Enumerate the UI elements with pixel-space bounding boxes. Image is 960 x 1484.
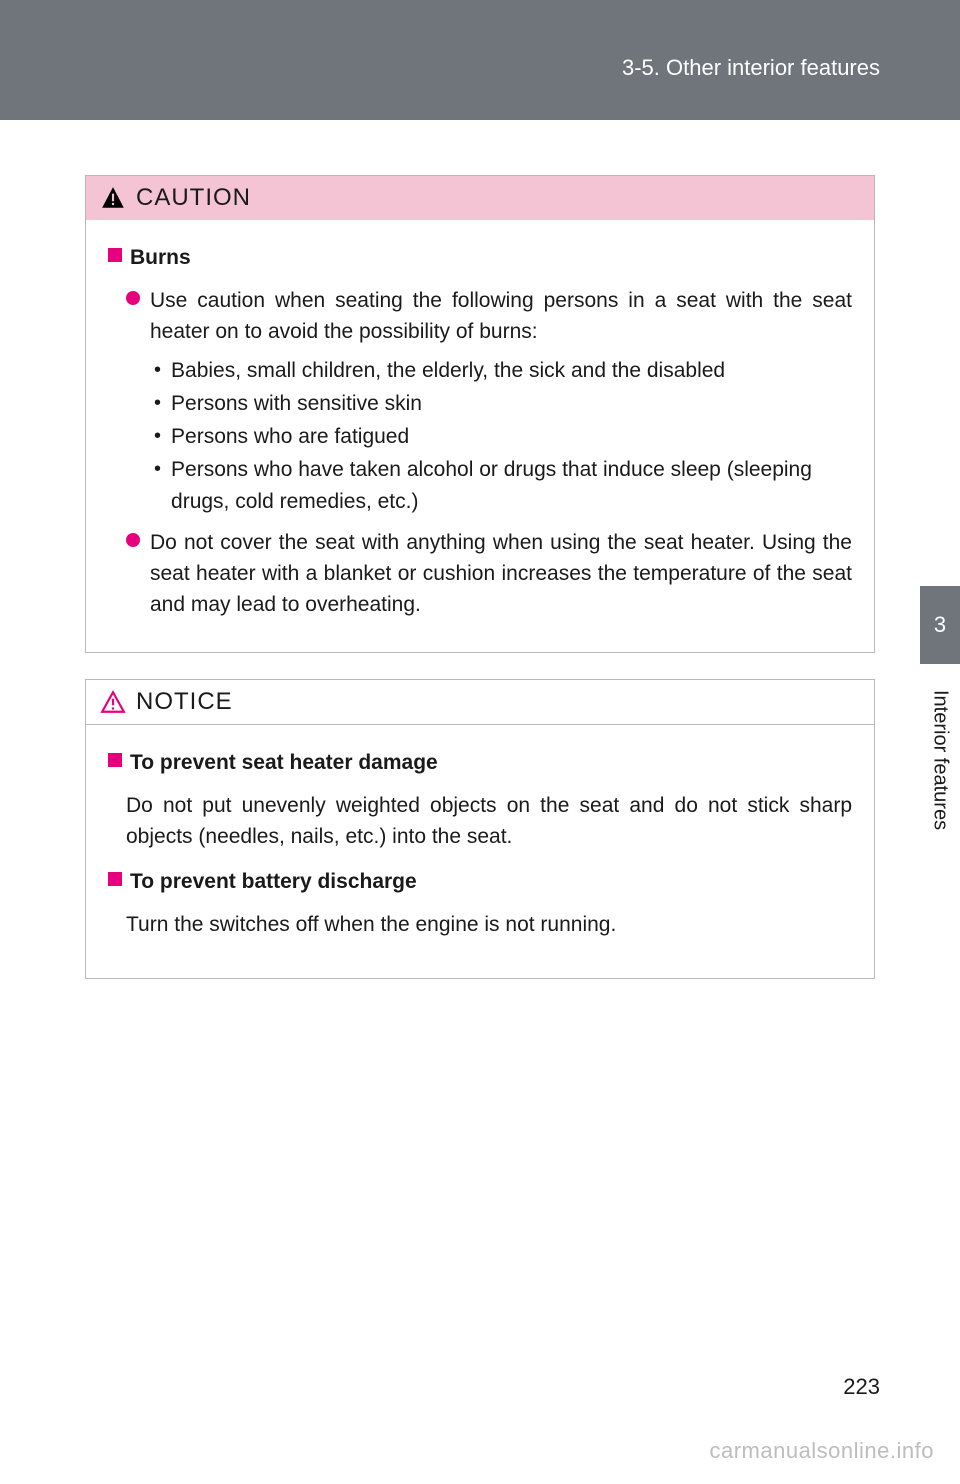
dot-bullet-icon: • xyxy=(154,422,161,452)
sub-item-3-text: Persons who are fatigued xyxy=(171,421,852,452)
notice-heading-1: To prevent seat heater damage xyxy=(130,747,438,778)
page-content: CAUTION Burns Use caution when seating t… xyxy=(85,175,875,1005)
dot-bullet-icon: • xyxy=(154,455,161,485)
text-line: Do not cover the seat with anything when… xyxy=(150,531,755,554)
round-bullet-icon xyxy=(126,291,140,305)
warning-outline-icon xyxy=(100,689,126,715)
text-line: (needles, nails, etc.) into the seat. xyxy=(198,825,512,848)
caution-sublist: • Babies, small children, the elderly, t… xyxy=(154,355,852,516)
text-line: cold remedies, etc.) xyxy=(235,490,418,513)
notice-title: NOTICE xyxy=(136,688,233,716)
notice-heading-2-row: To prevent battery discharge xyxy=(108,866,852,897)
notice-body: To prevent seat heater damage Do not put… xyxy=(86,725,874,978)
square-bullet-icon xyxy=(108,248,122,262)
page-number: 223 xyxy=(843,1374,880,1400)
sub-item-4: • Persons who have taken alcohol or drug… xyxy=(154,454,852,516)
dot-bullet-icon: • xyxy=(154,389,161,419)
caution-panel: CAUTION Burns Use caution when seating t… xyxy=(85,175,875,653)
sub-item-3: • Persons who are fatigued xyxy=(154,421,852,452)
caution-bullet-2: Do not cover the seat with anything when… xyxy=(126,527,852,620)
section-label: 3-5. Other interior features xyxy=(622,55,880,81)
notice-heading-1-row: To prevent seat heater damage xyxy=(108,747,852,778)
round-bullet-icon xyxy=(126,533,140,547)
square-bullet-icon xyxy=(108,753,122,767)
watermark-text: carmanualsonline.info xyxy=(709,1438,934,1464)
sub-item-2: • Persons with sensitive skin xyxy=(154,388,852,419)
warning-filled-icon xyxy=(100,185,126,211)
sub-item-1-text: Babies, small children, the elderly, the… xyxy=(171,355,852,386)
caution-header: CAUTION xyxy=(86,176,874,220)
text-line: to avoid the possibility of burns: xyxy=(245,320,538,343)
caution-heading: Burns xyxy=(130,242,191,273)
caution-heading-row: Burns xyxy=(108,242,852,273)
square-bullet-icon xyxy=(108,872,122,886)
sub-item-4-text: Persons who have taken alcohol or drugs … xyxy=(171,454,852,516)
dot-bullet-icon: • xyxy=(154,356,161,386)
sub-item-1: • Babies, small children, the elderly, t… xyxy=(154,355,852,386)
caution-bullet-2-text: Do not cover the seat with anything when… xyxy=(150,527,852,620)
notice-panel: NOTICE To prevent seat heater damage Do … xyxy=(85,679,875,979)
side-tab: 3 xyxy=(920,586,960,664)
notice-heading-2: To prevent battery discharge xyxy=(130,866,417,897)
sub-item-2-text: Persons with sensitive skin xyxy=(171,388,852,419)
notice-para-1: Do not put unevenly weighted objects on … xyxy=(126,790,852,852)
caution-body: Burns Use caution when seating the follo… xyxy=(86,220,874,652)
notice-header: NOTICE xyxy=(86,680,874,725)
caution-bullet-1-text: Use caution when seating the following p… xyxy=(150,285,852,347)
caution-bullet-1: Use caution when seating the following p… xyxy=(126,285,852,347)
notice-para-2: Turn the switches off when the engine is… xyxy=(126,909,852,940)
caution-title: CAUTION xyxy=(136,184,251,212)
side-section-label: Interior features xyxy=(920,690,960,890)
